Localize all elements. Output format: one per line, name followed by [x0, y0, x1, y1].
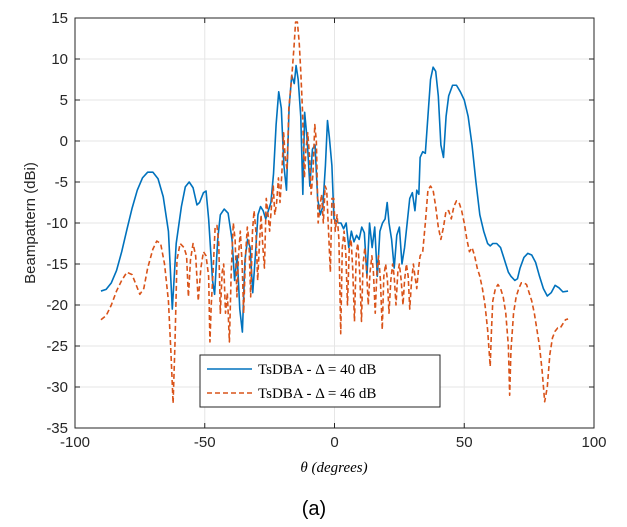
y-tick-label: -30 — [46, 379, 68, 396]
x-tick-label: 100 — [581, 434, 606, 451]
x-tick-label: -100 — [60, 434, 90, 451]
y-tick-label: 15 — [51, 10, 68, 27]
legend-label-1: TsDBA - Δ = 40 dB — [258, 362, 376, 378]
x-axis-label: θ (degrees) — [300, 460, 367, 476]
y-tick-label: -20 — [46, 297, 68, 314]
x-tick-label: 0 — [330, 434, 338, 451]
y-tick-label: -10 — [46, 215, 68, 232]
x-tick-label: -50 — [194, 434, 216, 451]
series-layer — [100, 21, 569, 405]
legend-label-2: TsDBA - Δ = 46 dB — [258, 386, 376, 402]
y-tick-label: -35 — [46, 420, 68, 437]
legend: TsDBA - Δ = 40 dB TsDBA - Δ = 46 dB — [199, 354, 441, 408]
series-line-2 — [100, 21, 569, 405]
y-tick-label: 10 — [51, 51, 68, 68]
x-tick-label: 50 — [456, 434, 473, 451]
y-tick-label: 0 — [60, 133, 68, 150]
y-tick-label: 5 — [60, 92, 68, 109]
legend-box — [199, 354, 441, 408]
y-tick-label: -5 — [55, 174, 68, 191]
figure-caption: (a) — [302, 498, 326, 520]
y-tick-label: -25 — [46, 338, 68, 355]
y-axis-label: Beampattern (dBi) — [22, 162, 39, 284]
series-line-1 — [100, 64, 569, 333]
y-tick-label: -15 — [46, 256, 68, 273]
tick-layer — [74, 17, 595, 429]
